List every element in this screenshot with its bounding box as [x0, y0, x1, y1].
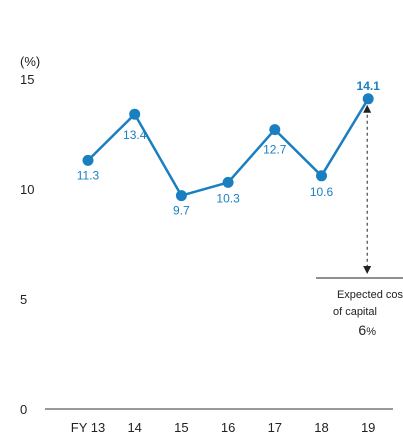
- data-label: 9.7: [173, 204, 190, 218]
- data-point: [316, 170, 327, 182]
- y-tick-label: 5: [20, 292, 27, 307]
- data-point: [82, 154, 94, 166]
- data-label: 12.7: [263, 143, 287, 157]
- annotation-text-line1: Expected cos: [337, 289, 403, 301]
- data-point: [222, 176, 234, 188]
- x-tick-label: FY 13: [71, 420, 105, 435]
- annotation-value-number: 6: [358, 322, 366, 338]
- data-point: [269, 124, 281, 136]
- x-tick-label: 16: [221, 420, 235, 435]
- x-tick-label: 17: [268, 420, 282, 435]
- y-axis-unit-label: (%): [20, 54, 40, 69]
- annotation-text-line2: of capital: [333, 306, 377, 318]
- data-label: 10.3: [216, 191, 240, 205]
- x-tick-label: 18: [314, 420, 328, 435]
- data-label: 11.3: [77, 168, 100, 182]
- annotation-value: 6%: [358, 322, 376, 338]
- x-tick-label: 15: [174, 420, 188, 435]
- y-tick-label: 10: [20, 182, 34, 197]
- data-label: 10.6: [310, 185, 334, 199]
- x-tick-label: 19: [361, 420, 375, 435]
- x-axis-ticks: FY 13 14 15 16 17 18 19: [71, 420, 376, 435]
- y-tick-label: 15: [20, 72, 34, 87]
- y-tick-label: 0: [20, 402, 27, 417]
- annotation-value-unit: %: [366, 326, 376, 338]
- data-label: 14.1: [357, 79, 381, 93]
- data-point: [175, 190, 187, 202]
- data-label: 13.4: [123, 128, 147, 142]
- data-point: [362, 93, 374, 105]
- x-tick-label: 14: [127, 420, 141, 435]
- data-point: [129, 108, 141, 120]
- series-group: 11.3 13.4 9.7 10.3 12.7 10.6 14.1: [77, 79, 380, 218]
- y-axis-ticks: 0 5 10 15: [20, 72, 34, 417]
- cost-of-capital-annotation: Expected cos of capital 6%: [316, 104, 403, 338]
